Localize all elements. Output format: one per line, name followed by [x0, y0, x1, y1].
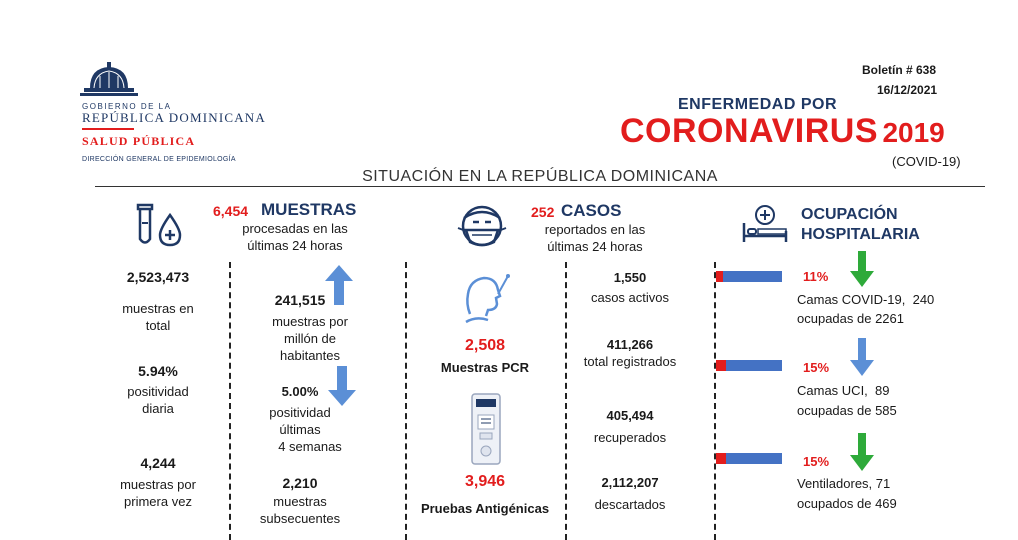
muestras-sub2: últimas 24 horas: [247, 238, 343, 253]
total-samples-label1: muestras en: [122, 301, 194, 316]
muestras-heading: MUESTRAS: [261, 200, 357, 219]
casos-count: 252: [531, 204, 555, 220]
muestras-count: 6,454: [213, 203, 249, 219]
occupancy-bar-fill: [716, 360, 726, 371]
antigen-label: Pruebas Antigénicas: [420, 501, 550, 516]
antigen-test-kit-icon: [471, 393, 501, 465]
registered-label: total registrados: [583, 354, 677, 369]
title-year: 2019: [882, 117, 945, 148]
occupancy-bar-fill: [716, 271, 724, 282]
total-samples-value: 2,523,473: [126, 269, 190, 285]
ocupacion-heading2: HOSPITALARIA: [801, 226, 920, 243]
situation-title: SITUACIÓN EN LA REPÚBLICA DOMINICANA: [362, 168, 718, 185]
registered-value: 411,266: [606, 337, 654, 352]
casos-heading: CASOS: [561, 201, 622, 220]
divider-dashed-4: [714, 262, 716, 540]
weeks-positivity-label2: últimas: [279, 422, 321, 437]
occupancy-line1: Ventiladores, 71: [797, 476, 891, 491]
occupancy-percent: 15%: [803, 454, 830, 469]
subsequent-value: 2,210: [282, 475, 318, 491]
gov-line1: GOBIERNO DE LA: [82, 102, 172, 111]
department-name: DIRECCIÓN GENERAL DE EPIDEMIOLOGÍA: [82, 156, 236, 163]
antigen-value: 3,946: [464, 473, 506, 490]
capitol-dome-logo-icon: [80, 62, 138, 96]
arrow-down-green-icon: [850, 251, 874, 287]
occupancy-line2: ocupadas de 585: [797, 403, 897, 418]
arrow-down-icon: [328, 366, 356, 406]
bulletin-number: Boletín # 638: [862, 63, 937, 77]
divider-dashed-3: [565, 262, 567, 540]
pcr-value: 2,508: [464, 337, 506, 354]
occupancy-line2: ocupadas de 2261: [797, 311, 904, 326]
subsequent-label2: subsecuentes: [259, 511, 341, 526]
arrow-up-icon: [325, 265, 353, 305]
occupancy-line2: ocupados de 469: [797, 496, 897, 511]
title-top: ENFERMEDAD POR: [678, 96, 838, 113]
recovered-value: 405,494: [606, 408, 654, 423]
muestras-sub1: procesadas en las: [242, 221, 348, 236]
occupancy-line1: Camas UCI, 89: [797, 383, 890, 398]
hospital-bed-icon: [742, 205, 788, 242]
arrow-down-blue-icon: [850, 338, 874, 376]
occupancy-bar-track: [716, 453, 782, 464]
occupancy-bar-track: [716, 271, 782, 282]
subsequent-label1: muestras: [273, 494, 327, 509]
gov-line2: REPÚBLICA DOMINICANA: [82, 110, 266, 125]
test-tube-drop-icon: [136, 203, 182, 247]
weeks-positivity-label3: 4 semanas: [278, 439, 342, 454]
title-main: CORONAVIRUS 2019: [620, 112, 945, 151]
total-samples-label2: total: [145, 318, 171, 333]
header-divider: [95, 186, 985, 187]
first-time-value: 4,244: [140, 455, 176, 471]
occupancy-bar-fill: [716, 453, 726, 464]
casos-sub1: reportados en las: [544, 222, 646, 237]
active-cases-value: 1,550: [613, 270, 647, 285]
occupancy-bar-track: [716, 360, 782, 371]
weeks-positivity-value: 5.00%: [281, 384, 319, 399]
occupancy-percent: 11%: [803, 269, 829, 284]
per-million-value: 241,515: [274, 292, 326, 308]
title-main-word: CORONAVIRUS: [620, 112, 878, 150]
per-million-label2: millón de: [283, 331, 337, 346]
nasal-swab-person-icon: [465, 274, 510, 324]
first-time-label2: primera vez: [124, 494, 192, 509]
masked-person-icon: [457, 205, 507, 247]
divider-dashed-2: [405, 262, 407, 540]
bulletin-date: 16/12/2021: [877, 83, 938, 97]
per-million-label1: muestras por: [272, 314, 348, 329]
title-subtitle: (COVID-19): [892, 154, 961, 169]
pcr-label: Muestras PCR: [440, 360, 530, 375]
first-time-label1: muestras por: [120, 477, 196, 492]
occupancy-percent: 15%: [803, 360, 830, 375]
ministry-name: SALUD PÚBLICA: [82, 134, 196, 148]
weeks-positivity-label1: positividad: [269, 405, 331, 420]
casos-sub2: últimas 24 horas: [547, 239, 643, 254]
ocupacion-heading1: OCUPACIÓN: [801, 206, 898, 223]
daily-positivity-label1: positividad: [127, 384, 189, 399]
discarded-label: descartados: [594, 497, 666, 512]
active-cases-label: casos activos: [590, 290, 670, 305]
per-million-label3: habitantes: [280, 348, 340, 363]
header-red-rule: [82, 128, 134, 130]
arrow-down-green-icon: [850, 433, 874, 471]
divider-dashed-1: [229, 262, 231, 540]
daily-positivity-value: 5.94%: [138, 363, 178, 379]
discarded-value: 2,112,207: [601, 475, 659, 490]
recovered-label: recuperados: [593, 430, 667, 445]
occupancy-line1: Camas COVID-19, 240: [797, 292, 935, 307]
daily-positivity-label2: diaria: [142, 401, 174, 416]
